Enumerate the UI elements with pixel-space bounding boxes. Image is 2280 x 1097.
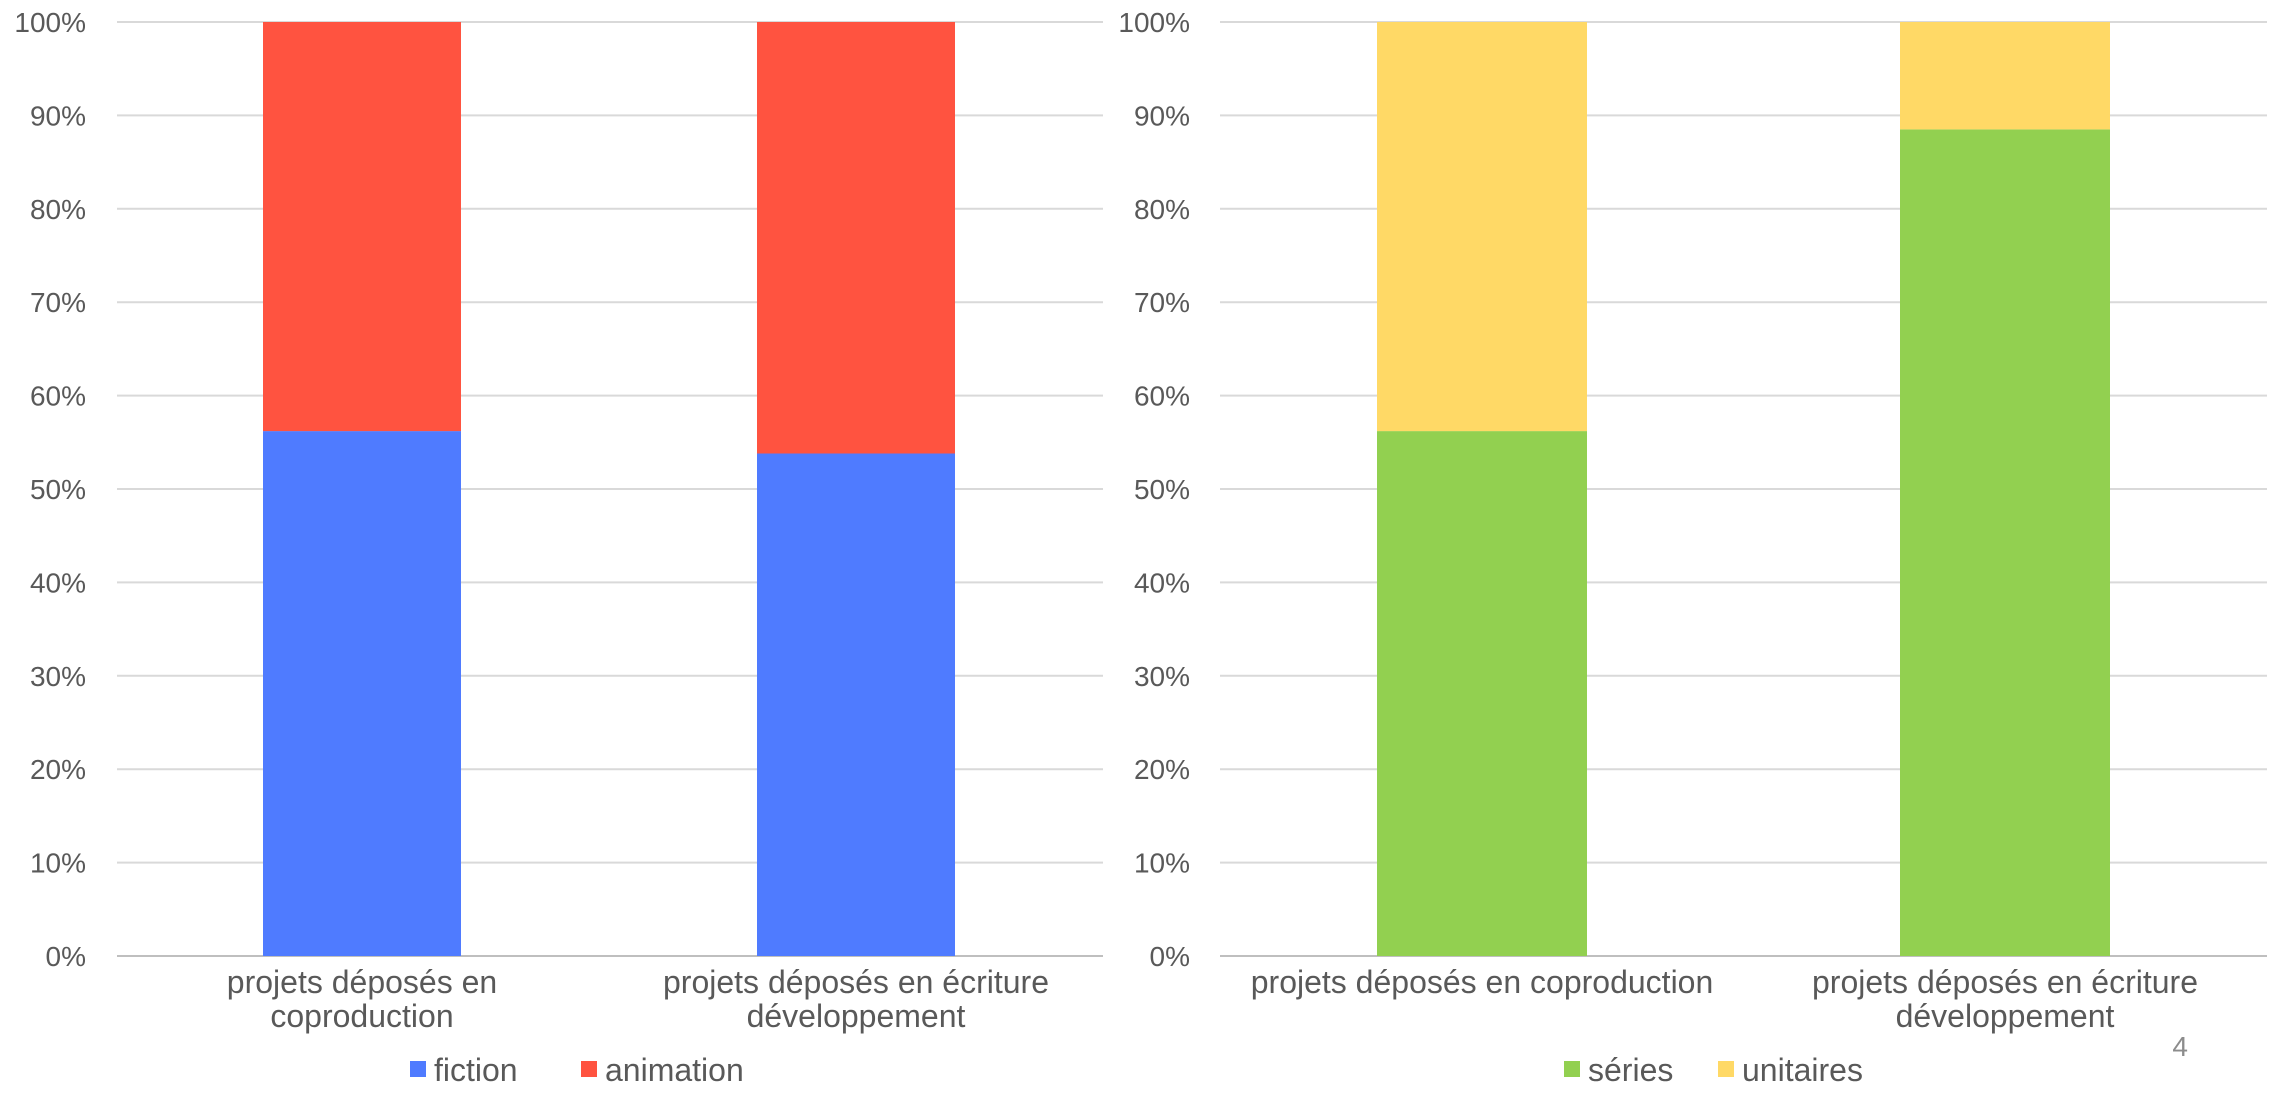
bar-segment-animation [263, 22, 461, 432]
y-tick-label: 100% [1118, 7, 1190, 38]
y-tick-label: 20% [30, 754, 86, 785]
y-tick-label: 80% [30, 194, 86, 225]
legend-label: unitaires [1742, 1052, 1863, 1088]
y-tick-label: 80% [1134, 194, 1190, 225]
y-tick-label: 70% [30, 287, 86, 318]
y-tick-label: 70% [1134, 287, 1190, 318]
legend-swatch [1718, 1061, 1734, 1077]
right-chart: 0% 10% 20% 30% 40% 50% 60% 70% 80% 90% 100% projets… [1118, 7, 2267, 1088]
y-tick-label: 0% [46, 941, 86, 972]
y-tick-label: 40% [1134, 567, 1190, 598]
legend-swatch [581, 1061, 597, 1077]
category-label: développement [747, 998, 966, 1034]
category-label: développement [1896, 998, 2115, 1034]
bar-segment-séries [1900, 129, 2110, 956]
y-tick-label: 10% [30, 848, 86, 879]
y-tick-label: 30% [1134, 661, 1190, 692]
legend-label: animation [605, 1052, 744, 1088]
bar-segment-animation [757, 22, 955, 454]
category-label: projets déposés en écriture [663, 964, 1049, 1000]
bar-segment-unitaires [1900, 22, 2110, 130]
legend-swatch [1564, 1061, 1580, 1077]
category-label: projets déposés en écriture [1812, 964, 2198, 1000]
y-tick-label: 50% [30, 474, 86, 505]
left-chart: 0% 10% 20% 30% 40% 50% 60% 70% 80% 90% 100% projets… [14, 7, 1103, 1088]
y-tick-label: 30% [30, 661, 86, 692]
y-tick-label: 40% [30, 567, 86, 598]
y-tick-label: 50% [1134, 474, 1190, 505]
y-tick-label: 10% [1134, 848, 1190, 879]
y-tick-label: 60% [30, 381, 86, 412]
legend-label: séries [1588, 1052, 1673, 1088]
y-tick-label: 90% [30, 100, 86, 131]
category-label: coproduction [270, 998, 453, 1034]
bar-segment-séries [1377, 431, 1587, 956]
category-label: projets déposés en [227, 964, 497, 1000]
category-label: projets déposés en coproduction [1251, 964, 1714, 1000]
y-tick-label: 20% [1134, 754, 1190, 785]
bar-segment-fiction [757, 453, 955, 956]
bar-segment-fiction [263, 431, 461, 956]
y-tick-label: 100% [14, 7, 86, 38]
bar-segment-unitaires [1377, 22, 1587, 432]
page-number: 4 [2172, 1031, 2188, 1062]
y-tick-label: 90% [1134, 100, 1190, 131]
y-tick-label: 0% [1150, 941, 1190, 972]
y-tick-label: 60% [1134, 381, 1190, 412]
legend-label: fiction [434, 1052, 518, 1088]
legend-swatch [410, 1061, 426, 1077]
